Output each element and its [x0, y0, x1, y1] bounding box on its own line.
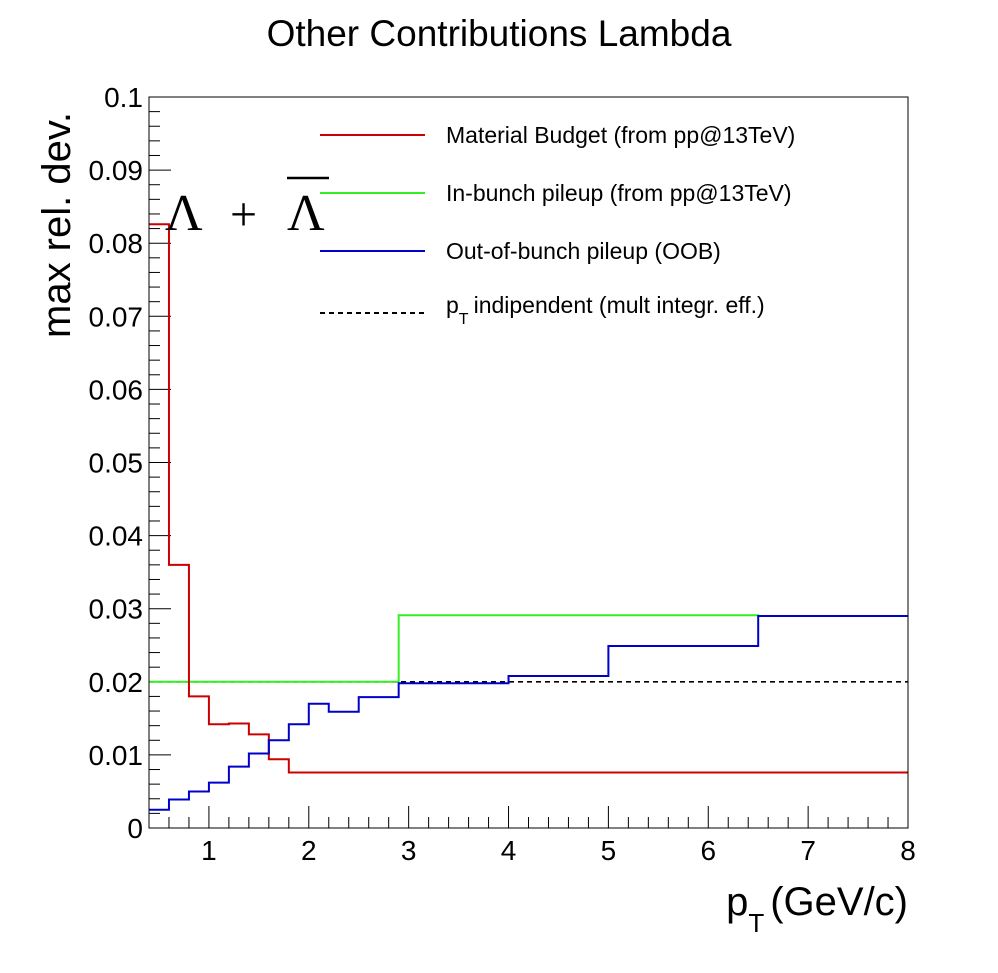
- y-tick-label: 0.08: [89, 228, 144, 259]
- legend-label-pt-sub: T: [459, 311, 469, 328]
- annotation-antilambda: Λ: [287, 185, 325, 242]
- series-material-budget: [149, 223, 908, 774]
- annotation-lambda: Λ: [165, 185, 203, 242]
- legend-entry-in-bunch-pileup: In-bunch pileup (from pp@13TeV): [320, 180, 792, 206]
- y-tick-label: 0.07: [89, 301, 144, 332]
- x-tick-labels: 1 2 3 4 5 6 7 8: [201, 835, 916, 866]
- x-tick-label: 2: [301, 835, 317, 866]
- particle-annotation: Λ + Λ: [165, 176, 329, 242]
- x-tick-label: 3: [401, 835, 417, 866]
- legend-label-material-budget: Material Budget (from pp@13TeV): [446, 122, 795, 148]
- legend-label-pt-rest: indipendent (mult integr. eff.): [474, 292, 765, 318]
- y-tick-labels: 0 0.01 0.02 0.03 0.04 0.05 0.06 0.07 0.08 0.09 0.1: [89, 82, 144, 844]
- legend: Material Budget (from pp@13TeV) In-bunch…: [320, 122, 795, 328]
- x-axis-label-p: p: [726, 880, 748, 924]
- plot-frame: [148, 96, 909, 829]
- legend-entry-out-of-bunch-pileup: Out-of-bunch pileup (OOB): [320, 238, 721, 264]
- x-tick-label: 4: [501, 835, 517, 866]
- series-out-of-bunch-pileup: [149, 615, 908, 811]
- x-tick-label: 1: [201, 835, 217, 866]
- chart-title: Other Contributions Lambda: [267, 13, 732, 54]
- legend-entry-material-budget: Material Budget (from pp@13TeV): [320, 122, 795, 148]
- y-tick-label: 0.01: [89, 740, 144, 771]
- y-tick-label: 0: [127, 813, 143, 844]
- legend-entry-pt-independent: pTindipendent (mult integr. eff.): [320, 292, 765, 328]
- x-axis-label-unit: (GeV/c): [770, 880, 908, 924]
- x-tick-label: 5: [601, 835, 617, 866]
- y-tick-label: 0.06: [89, 374, 144, 405]
- series-layer: [149, 223, 908, 811]
- x-axis-label: pT (GeV/c): [726, 880, 908, 938]
- y-tick-label: 0.03: [89, 594, 144, 625]
- x-tick-label: 8: [900, 835, 916, 866]
- x-axis-label-sub: T: [748, 908, 764, 938]
- x-tick-label: 7: [800, 835, 816, 866]
- y-tick-label: 0.04: [89, 521, 144, 552]
- legend-label-pt-independent: pTindipendent (mult integr. eff.): [446, 292, 765, 328]
- legend-label-pt-p: p: [446, 292, 459, 318]
- legend-label-in-bunch-pileup: In-bunch pileup (from pp@13TeV): [446, 180, 792, 206]
- y-tick-label: 0.09: [89, 155, 144, 186]
- annotation-plus: +: [230, 188, 257, 241]
- series-in-bunch-pileup: [149, 614, 908, 683]
- y-tick-label: 0.05: [89, 448, 144, 479]
- y-axis-label: max rel. dev.: [35, 112, 79, 338]
- legend-label-out-of-bunch-pileup: Out-of-bunch pileup (OOB): [446, 238, 721, 264]
- y-tick-label: 0.02: [89, 667, 144, 698]
- y-tick-label: 0.1: [104, 82, 143, 113]
- x-tick-label: 6: [700, 835, 716, 866]
- axis-ticks: [148, 96, 909, 829]
